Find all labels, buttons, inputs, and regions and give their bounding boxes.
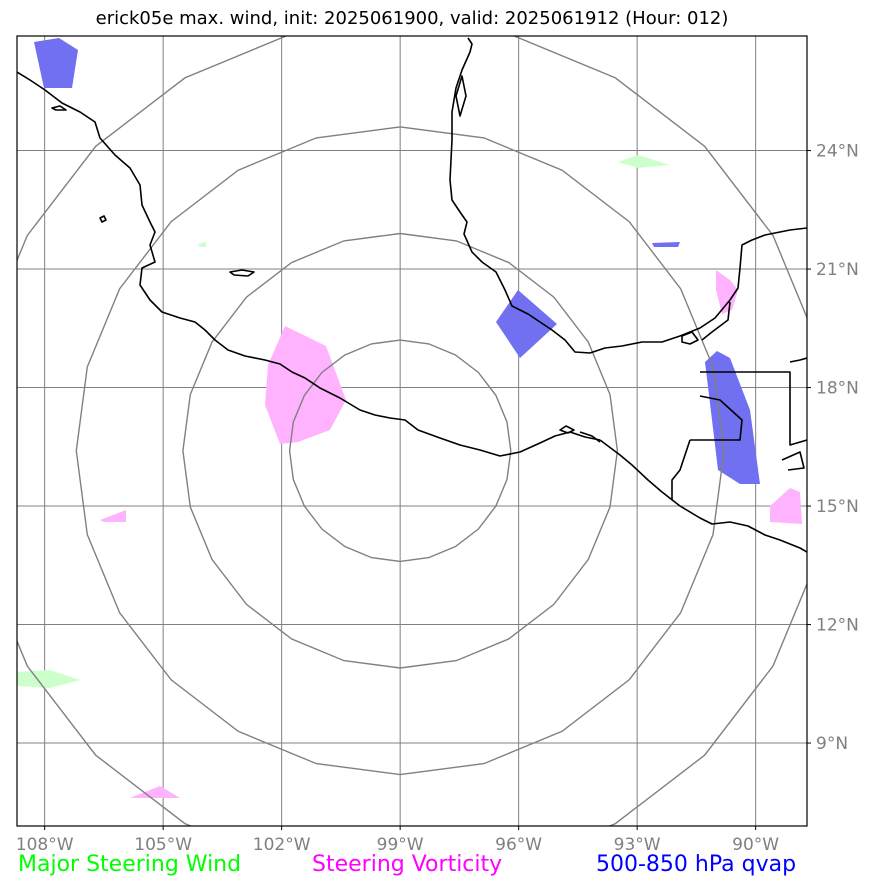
range-ring: [17, 36, 807, 826]
lon-tick-label: 102°W: [253, 835, 311, 855]
island: [229, 269, 255, 277]
border-line: [789, 357, 807, 363]
vorticity-patch: [100, 510, 126, 522]
qvap-patch: [496, 290, 557, 358]
border-line: [671, 439, 691, 500]
lon-tick-label: 90°W: [732, 835, 779, 855]
plot-frame: [16, 35, 808, 827]
central-america-coastline: [599, 439, 807, 553]
range-rings: [17, 36, 807, 826]
lon-tick-label: 99°W: [377, 835, 424, 855]
lat-tick-label: 9°N: [816, 734, 848, 754]
wind-patch: [198, 242, 206, 247]
yucatan-coastline: [701, 301, 731, 341]
range-ring: [182, 232, 619, 669]
coastlines: [17, 37, 807, 553]
lat-tick-label: 21°N: [816, 260, 859, 280]
lon-tick-label: 96°W: [495, 835, 542, 855]
plot-area: [17, 36, 807, 826]
lon-tick-label: 93°W: [614, 835, 661, 855]
border-line: [700, 371, 807, 446]
shaded-fields: [17, 38, 802, 798]
gridlines: [17, 36, 807, 826]
island: [559, 425, 575, 434]
wind-patch: [618, 155, 670, 168]
qvap-patch: [34, 38, 78, 88]
lat-tick-label: 15°N: [816, 497, 859, 517]
map-title: erick05e max. wind, init: 2025061900, va…: [95, 8, 729, 29]
pacific-coastline: [17, 71, 601, 457]
lat-tick-label: 24°N: [816, 142, 859, 162]
vorticity-patch: [130, 786, 180, 798]
qvap-patch: [652, 242, 680, 247]
island: [681, 331, 699, 345]
lon-tick-label: 105°W: [134, 835, 192, 855]
legend-major-steering-wind: Major Steering Wind: [18, 852, 242, 877]
island: [99, 215, 107, 223]
vorticity-patch: [265, 326, 346, 444]
wind-patch: [17, 670, 80, 688]
lagoon: [455, 75, 467, 117]
latitude-ticks: 9°N 12°N 15°N 18°N 21°N 24°N: [807, 142, 859, 754]
range-ring: [288, 339, 512, 563]
vorticity-patch: [770, 488, 802, 524]
lat-tick-label: 18°N: [816, 379, 859, 399]
border-line: [690, 395, 743, 441]
longitude-ticks: 108°W 105°W 102°W 99°W 96°W 93°W 90°W: [16, 826, 779, 855]
range-ring: [75, 126, 725, 776]
gulf-coastline: [449, 37, 807, 354]
island: [579, 431, 601, 443]
legend-steering-vorticity: Steering Vorticity: [312, 852, 503, 877]
lat-tick-label: 12°N: [816, 616, 859, 636]
legend-qvap: 500-850 hPa qvap: [596, 852, 797, 877]
lon-tick-label: 108°W: [16, 835, 74, 855]
border-line: [781, 451, 805, 471]
island: [51, 105, 67, 111]
vorticity-patch: [716, 270, 738, 314]
qvap-patch: [705, 351, 760, 484]
